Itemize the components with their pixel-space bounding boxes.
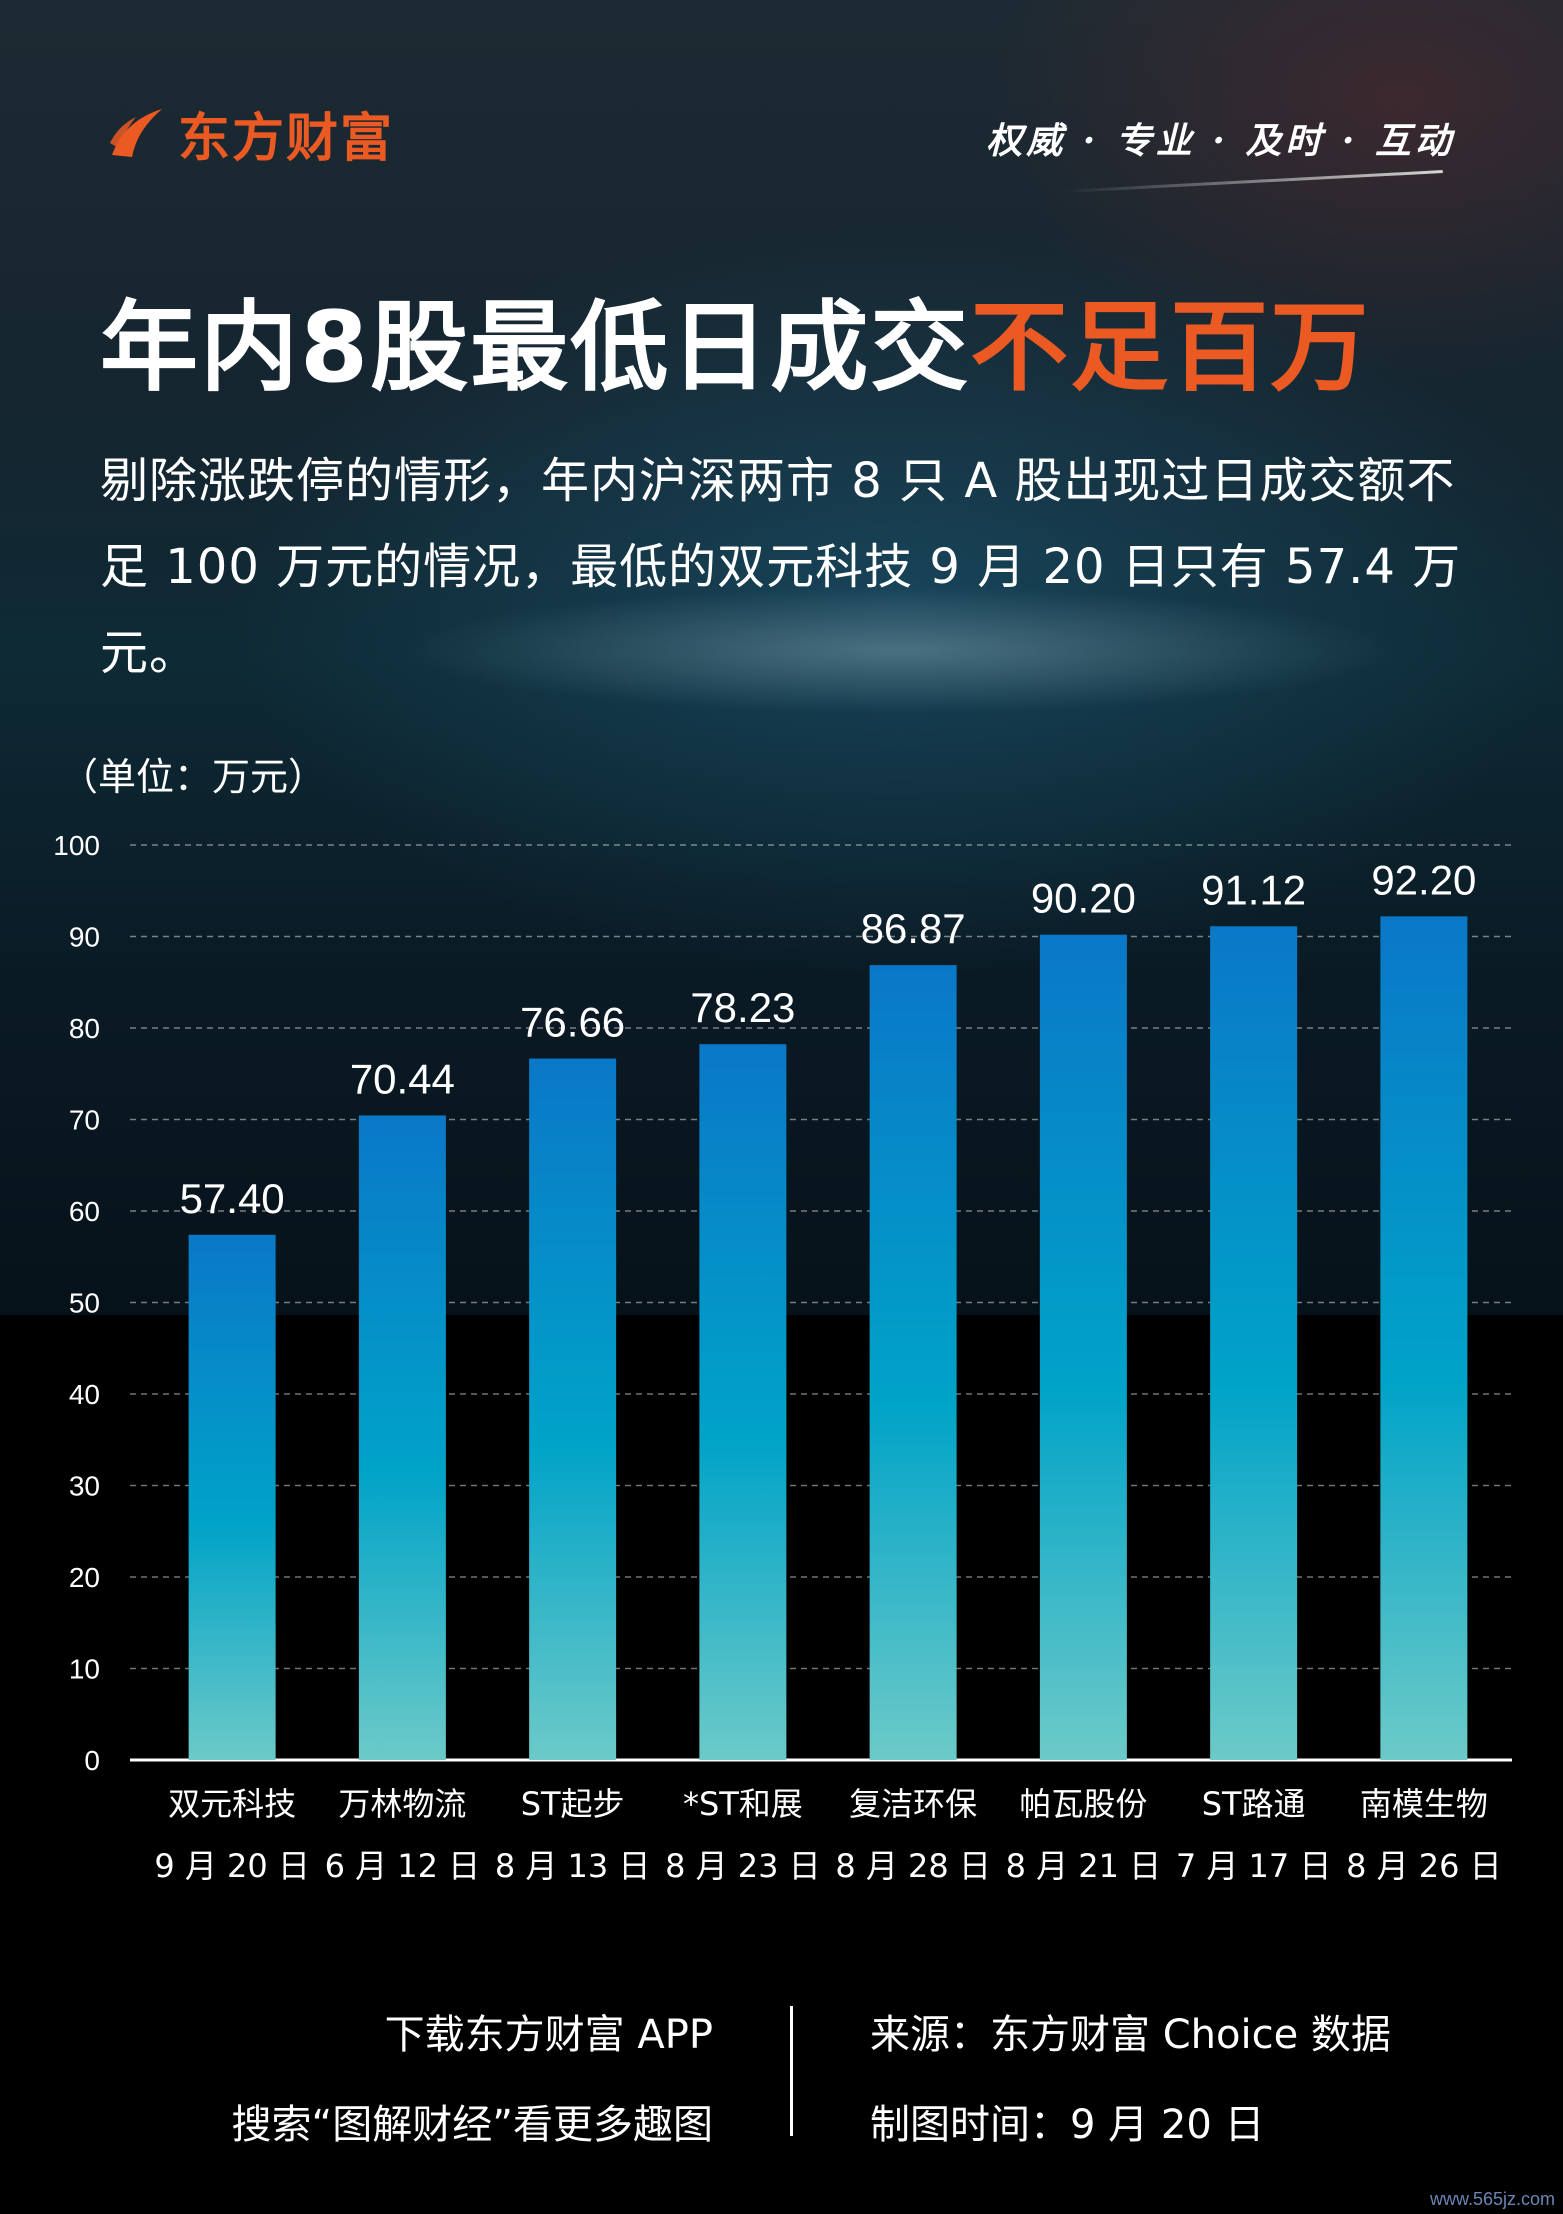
category-label: 帕瓦股份	[1019, 1785, 1147, 1823]
data-label: 57.40	[180, 1175, 285, 1222]
data-label: 92.20	[1371, 856, 1476, 903]
search-hint-text: 搜索“图解财经”看更多趣图	[231, 2102, 713, 2148]
bar	[699, 1044, 787, 1760]
y-tick-label: 90	[69, 922, 100, 953]
bar-chart: 0 10 20 30 40 50 60 70 80 90 100 57.40 双元科技 9 月 20 日 7…	[53, 830, 1512, 1885]
source-text: 来源：东方财富 Choice 数据	[870, 2012, 1391, 2058]
bar	[1380, 916, 1468, 1760]
bar	[1039, 934, 1127, 1760]
date-label: 8 月 28 日	[835, 1847, 991, 1885]
y-tick-label: 40	[69, 1379, 100, 1410]
bar	[529, 1058, 617, 1760]
bar	[869, 965, 957, 1760]
category-label: 万林物流	[338, 1785, 466, 1823]
y-tick-label: 20	[69, 1562, 100, 1593]
watermark: www.565jz.com	[1429, 2189, 1555, 2209]
download-app-text: 下载东方财富 APP	[384, 2012, 713, 2058]
y-tick-label: 0	[84, 1745, 100, 1776]
y-tick-label: 70	[69, 1105, 100, 1136]
date-label: 8 月 26 日	[1346, 1847, 1502, 1885]
footer-divider	[790, 2006, 793, 2136]
category-label: 复洁环保	[849, 1785, 977, 1823]
y-tick-label: 60	[69, 1196, 100, 1227]
page-title: 年内8股最低日成交不足百万	[100, 268, 1370, 410]
data-label: 91.12	[1201, 866, 1306, 913]
brand-logo: 东方财富	[106, 100, 394, 169]
footer-left: 下载东方财富 APP 搜索“图解财经”看更多趣图	[232, 1990, 713, 2170]
title-main: 年内8股最低日成交	[100, 291, 971, 405]
y-tick-label: 50	[69, 1288, 100, 1319]
title-highlight: 不足百万	[970, 291, 1371, 405]
data-label: 78.23	[690, 984, 795, 1031]
y-tick-label: 100	[53, 830, 100, 861]
chart-date-text: 制图时间：9 月 20 日	[870, 2102, 1265, 2148]
date-label: 9 月 20 日	[154, 1847, 310, 1885]
category-label: ST路通	[1202, 1785, 1306, 1823]
category-label: ST起步	[521, 1785, 625, 1823]
date-label: 8 月 13 日	[495, 1847, 651, 1885]
category-label: 南模生物	[1360, 1785, 1488, 1823]
date-label: 7 月 17 日	[1176, 1847, 1332, 1885]
unit-label: （单位：万元）	[60, 755, 327, 799]
description: 剔除涨跌停的情形，年内沪深两市 8 只 A 股出现过日成交额不足 100 万元的…	[100, 453, 1462, 681]
footer-right: 来源：东方财富 Choice 数据 制图时间：9 月 20 日	[870, 1990, 1391, 2170]
bars	[188, 916, 1468, 1760]
grid-lines	[130, 844, 1512, 1762]
y-tick-label: 30	[69, 1471, 100, 1502]
data-label: 90.20	[1031, 875, 1136, 922]
category-label: 双元科技	[168, 1785, 296, 1823]
bar	[1210, 926, 1298, 1760]
logo-text: 东方财富	[178, 108, 395, 169]
data-label: 86.87	[861, 905, 966, 952]
data-label: 76.66	[520, 999, 625, 1046]
date-label: 8 月 21 日	[1006, 1847, 1162, 1885]
flame-logo-icon	[110, 109, 162, 157]
bar	[358, 1115, 446, 1760]
data-label: 70.44	[350, 1055, 455, 1102]
y-tick-label: 10	[69, 1654, 100, 1685]
date-label: 6 月 12 日	[325, 1847, 481, 1885]
category-label: *ST和展	[683, 1785, 803, 1823]
slogan: 权威 · 专业 · 及时 · 互动	[986, 120, 1455, 162]
y-tick-label: 80	[69, 1013, 100, 1044]
date-label: 8 月 23 日	[665, 1847, 821, 1885]
footer: 下载东方财富 APP 搜索“图解财经”看更多趣图 来源：东方财富 Choice …	[0, 1990, 1563, 2160]
chart-labels: 0 10 20 30 40 50 60 70 80 90 100 57.40 双元科技 9 月 20 日 7…	[53, 830, 1501, 1885]
bar	[188, 1234, 276, 1760]
